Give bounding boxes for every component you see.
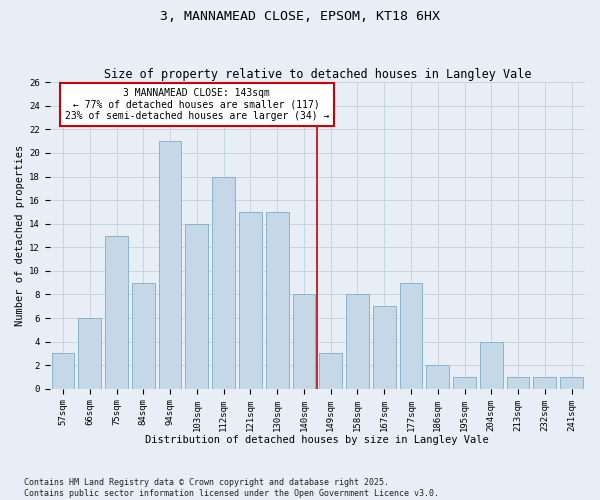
Bar: [79, 318, 101, 389]
Text: 3, MANNAMEAD CLOSE, EPSOM, KT18 6HX: 3, MANNAMEAD CLOSE, EPSOM, KT18 6HX: [160, 10, 440, 23]
Title: Size of property relative to detached houses in Langley Vale: Size of property relative to detached ho…: [104, 68, 531, 81]
Text: 3 MANNAMEAD CLOSE: 143sqm
← 77% of detached houses are smaller (117)
23% of semi: 3 MANNAMEAD CLOSE: 143sqm ← 77% of detac…: [65, 88, 329, 122]
Bar: [159, 141, 181, 389]
Bar: [373, 306, 395, 389]
Bar: [453, 377, 476, 389]
Bar: [533, 377, 556, 389]
Bar: [266, 212, 289, 389]
Bar: [480, 342, 503, 389]
Bar: [346, 294, 369, 389]
Text: Contains HM Land Registry data © Crown copyright and database right 2025.
Contai: Contains HM Land Registry data © Crown c…: [24, 478, 439, 498]
Bar: [212, 176, 235, 389]
Bar: [239, 212, 262, 389]
Bar: [319, 354, 342, 389]
Bar: [427, 366, 449, 389]
Bar: [507, 377, 529, 389]
Bar: [105, 236, 128, 389]
Bar: [293, 294, 316, 389]
Bar: [185, 224, 208, 389]
X-axis label: Distribution of detached houses by size in Langley Vale: Distribution of detached houses by size …: [145, 435, 489, 445]
Bar: [132, 282, 155, 389]
Bar: [400, 282, 422, 389]
Y-axis label: Number of detached properties: Number of detached properties: [15, 145, 25, 326]
Bar: [52, 354, 74, 389]
Bar: [560, 377, 583, 389]
